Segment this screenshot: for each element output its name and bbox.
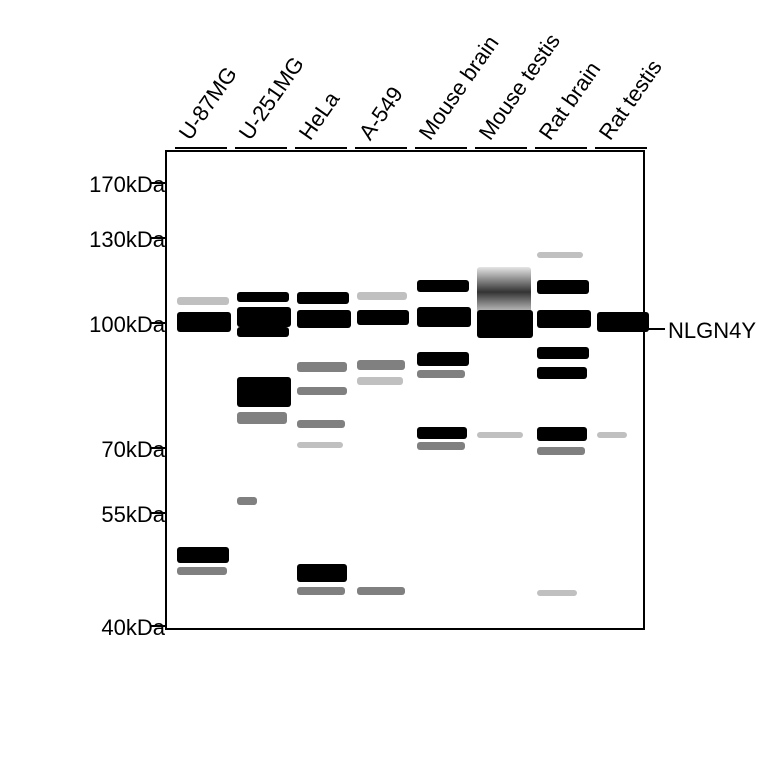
mw-tick (150, 447, 165, 449)
mw-label: 170kDa (89, 172, 165, 198)
blot-band (537, 252, 583, 258)
blot-band (297, 587, 345, 595)
blot-band (237, 497, 257, 505)
lane-label: A-549 (354, 82, 409, 145)
lane-underline (295, 147, 347, 149)
blot-band (237, 377, 291, 407)
blot-band (237, 327, 289, 337)
mw-label: 70kDa (101, 437, 165, 463)
blot-band (237, 412, 287, 424)
blot-band (357, 587, 405, 595)
blot-band (597, 312, 649, 332)
blot-band (177, 547, 229, 563)
blot-band (417, 442, 465, 450)
blot-band (357, 310, 409, 325)
blot-band (417, 280, 469, 292)
lane-underline (475, 147, 527, 149)
blot-band (297, 362, 347, 372)
mw-tick (150, 237, 165, 239)
blot-band (297, 310, 351, 328)
blot-band (537, 347, 589, 359)
mw-label: 40kDa (101, 615, 165, 641)
blot-band (537, 280, 589, 294)
blot-band (477, 310, 533, 338)
lane-underline (235, 147, 287, 149)
blot-band (597, 432, 627, 438)
blot-band (537, 590, 577, 596)
mw-label: 130kDa (89, 227, 165, 253)
blot-band (417, 370, 465, 378)
lane-underline (535, 147, 587, 149)
blot-band (357, 377, 403, 385)
blot-band (357, 292, 407, 300)
blot-band (177, 312, 231, 332)
blot-band (297, 292, 349, 304)
lane-underline (415, 147, 467, 149)
mw-tick (150, 625, 165, 627)
lane-underline (355, 147, 407, 149)
lane-labels-container: U-87MG U-251MG HeLa A-549 Mouse brain Mo… (165, 25, 645, 145)
blot-band (537, 310, 591, 328)
blot-band (237, 292, 289, 302)
lane-label: Rat testis (594, 55, 668, 145)
blot-band (417, 307, 471, 327)
blot-band (417, 352, 469, 366)
blot-band (297, 387, 347, 395)
blot-band (417, 427, 467, 439)
mw-tick (150, 322, 165, 324)
mw-tick (150, 182, 165, 184)
blot-band (297, 442, 343, 448)
blot-band (237, 307, 291, 327)
mw-tick (150, 512, 165, 514)
blot-band (297, 564, 347, 582)
blot-band (537, 447, 585, 455)
lane-label: HeLa (294, 87, 345, 145)
mw-labels-container: 170kDa 130kDa 100kDa 70kDa 55kDa 40kDa (50, 150, 165, 630)
blot-band (177, 567, 227, 575)
blot-band (297, 420, 345, 428)
blot-band (537, 367, 587, 379)
lane-underline (175, 147, 227, 149)
blot-band (177, 297, 229, 305)
blot-band (537, 427, 587, 441)
blot-band (477, 432, 523, 438)
lane-label: U-87MG (174, 62, 243, 145)
lane-underline (595, 147, 647, 149)
mw-label: 100kDa (89, 312, 165, 338)
mw-label: 55kDa (101, 502, 165, 528)
protein-name-label: NLGN4Y (668, 318, 756, 344)
blot-image-area (165, 150, 645, 630)
blot-band (357, 360, 405, 370)
